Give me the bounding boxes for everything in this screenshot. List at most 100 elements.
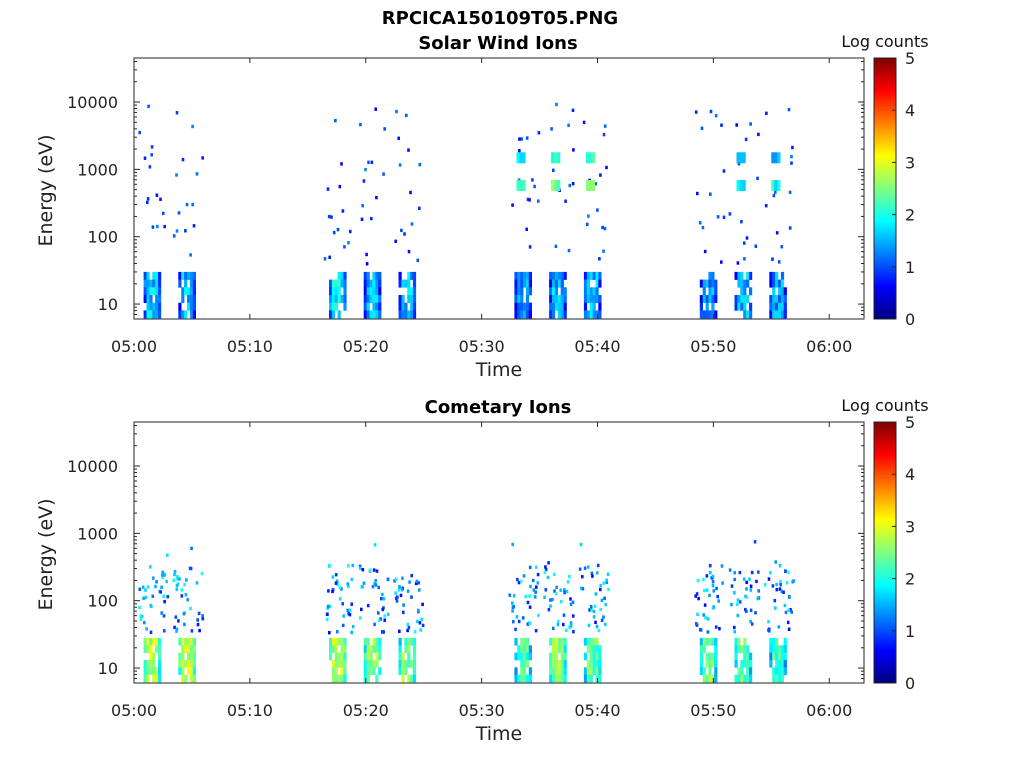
scatter-cell: [420, 617, 423, 621]
burst-cell: [181, 660, 185, 668]
scatter-cell: [564, 199, 567, 203]
burst-cell: [517, 302, 521, 311]
burst-cell: [705, 637, 709, 646]
mid-cell: [554, 152, 558, 164]
scatter-cell: [738, 570, 742, 575]
burst-cell: [525, 645, 530, 653]
burst-cell: [563, 674, 567, 683]
burst-cell: [404, 667, 408, 675]
burst-cell: [375, 674, 379, 683]
scatter-cell: [732, 591, 736, 595]
burst-cell: [740, 674, 744, 683]
burst-cell: [702, 674, 706, 683]
burst-cell: [560, 660, 564, 668]
burst-cell: [749, 302, 753, 311]
burst-cell: [699, 310, 703, 319]
scatter-cell: [694, 110, 698, 114]
scatter-cell: [547, 608, 551, 612]
burst-cell: [375, 271, 379, 280]
burst-cell: [583, 637, 588, 646]
burst-cell: [155, 271, 159, 280]
burst-cell: [366, 667, 370, 675]
scatter-cell: [569, 621, 573, 625]
scatter-cell: [590, 571, 594, 575]
burst-cell: [375, 660, 379, 668]
burst-cell: [598, 295, 602, 303]
burst-cell: [523, 645, 527, 653]
scatter-cell: [189, 253, 192, 257]
scatter-cell: [328, 255, 331, 259]
burst-cell: [783, 302, 787, 311]
burst-cell: [189, 667, 194, 675]
scatter-cell: [564, 628, 568, 632]
burst-cell: [775, 652, 779, 661]
burst-cell: [775, 295, 779, 303]
burst-cell: [152, 279, 156, 288]
scatter-cell: [511, 605, 515, 609]
burst-cell: [407, 645, 411, 653]
scatter-cell: [792, 579, 796, 583]
scatter-cell: [733, 577, 736, 582]
burst-cell: [780, 295, 785, 303]
burst-cell: [343, 302, 347, 311]
burst-cell: [746, 310, 750, 319]
scatter-cell: [395, 577, 398, 581]
burst-cell: [523, 660, 527, 668]
burst-cell: [343, 674, 347, 683]
burst-cell: [708, 660, 712, 668]
burst-cell: [337, 271, 341, 280]
burst-cell: [514, 652, 518, 661]
burst-cell: [343, 660, 347, 668]
scatter-cell: [177, 619, 180, 623]
scatter-cell: [708, 593, 711, 598]
scatter-cell: [738, 600, 742, 604]
burst-cell: [589, 674, 593, 683]
mid-cell: [591, 152, 596, 164]
burst-cell: [184, 279, 188, 288]
burst-cell: [369, 295, 373, 303]
scatter-cell: [749, 588, 753, 592]
scatter-cell: [375, 569, 379, 573]
scatter-cell: [512, 594, 516, 598]
scatter-cell: [367, 160, 370, 164]
burst-cell: [378, 652, 382, 661]
burst-cell: [378, 645, 382, 653]
burst-cell: [769, 310, 773, 319]
x-tick-label: 06:00: [806, 337, 852, 356]
scatter-cell: [174, 615, 178, 619]
scatter-cell: [587, 565, 590, 569]
burst-cell: [595, 645, 599, 653]
colorbar-tick-label: 2: [905, 570, 915, 589]
burst-cell: [340, 660, 344, 668]
colorbar: [873, 421, 897, 684]
scatter-cell: [336, 227, 340, 232]
burst-cell: [412, 637, 417, 646]
burst-cell: [158, 295, 162, 303]
burst-cell: [378, 302, 382, 311]
burst-cell: [178, 637, 182, 646]
burst-cell: [152, 660, 156, 668]
scatter-cell: [753, 540, 757, 544]
scatter-cell: [578, 567, 582, 571]
x-axis-label: Time: [475, 723, 523, 745]
scatter-cell: [773, 598, 777, 603]
scatter-cell: [166, 553, 169, 557]
scatter-cell: [749, 608, 753, 612]
scatter-cell: [596, 563, 600, 568]
scatter-cell: [562, 622, 565, 627]
burst-cell: [378, 287, 382, 296]
burst-8: [582, 120, 608, 319]
scatter-cell: [362, 179, 366, 183]
burst-cell: [592, 287, 596, 296]
scatter-cell: [181, 157, 185, 162]
burst-cell: [404, 279, 408, 288]
burst-11: [764, 107, 794, 319]
scatter-cell: [601, 225, 604, 230]
scatter-cell: [755, 579, 758, 584]
scatter-cell: [767, 620, 770, 624]
scatter-cell: [585, 222, 589, 227]
scatter-cell: [138, 130, 141, 135]
scatter-cell: [532, 588, 536, 592]
burst-cell: [702, 645, 706, 653]
burst-cell: [514, 302, 518, 311]
